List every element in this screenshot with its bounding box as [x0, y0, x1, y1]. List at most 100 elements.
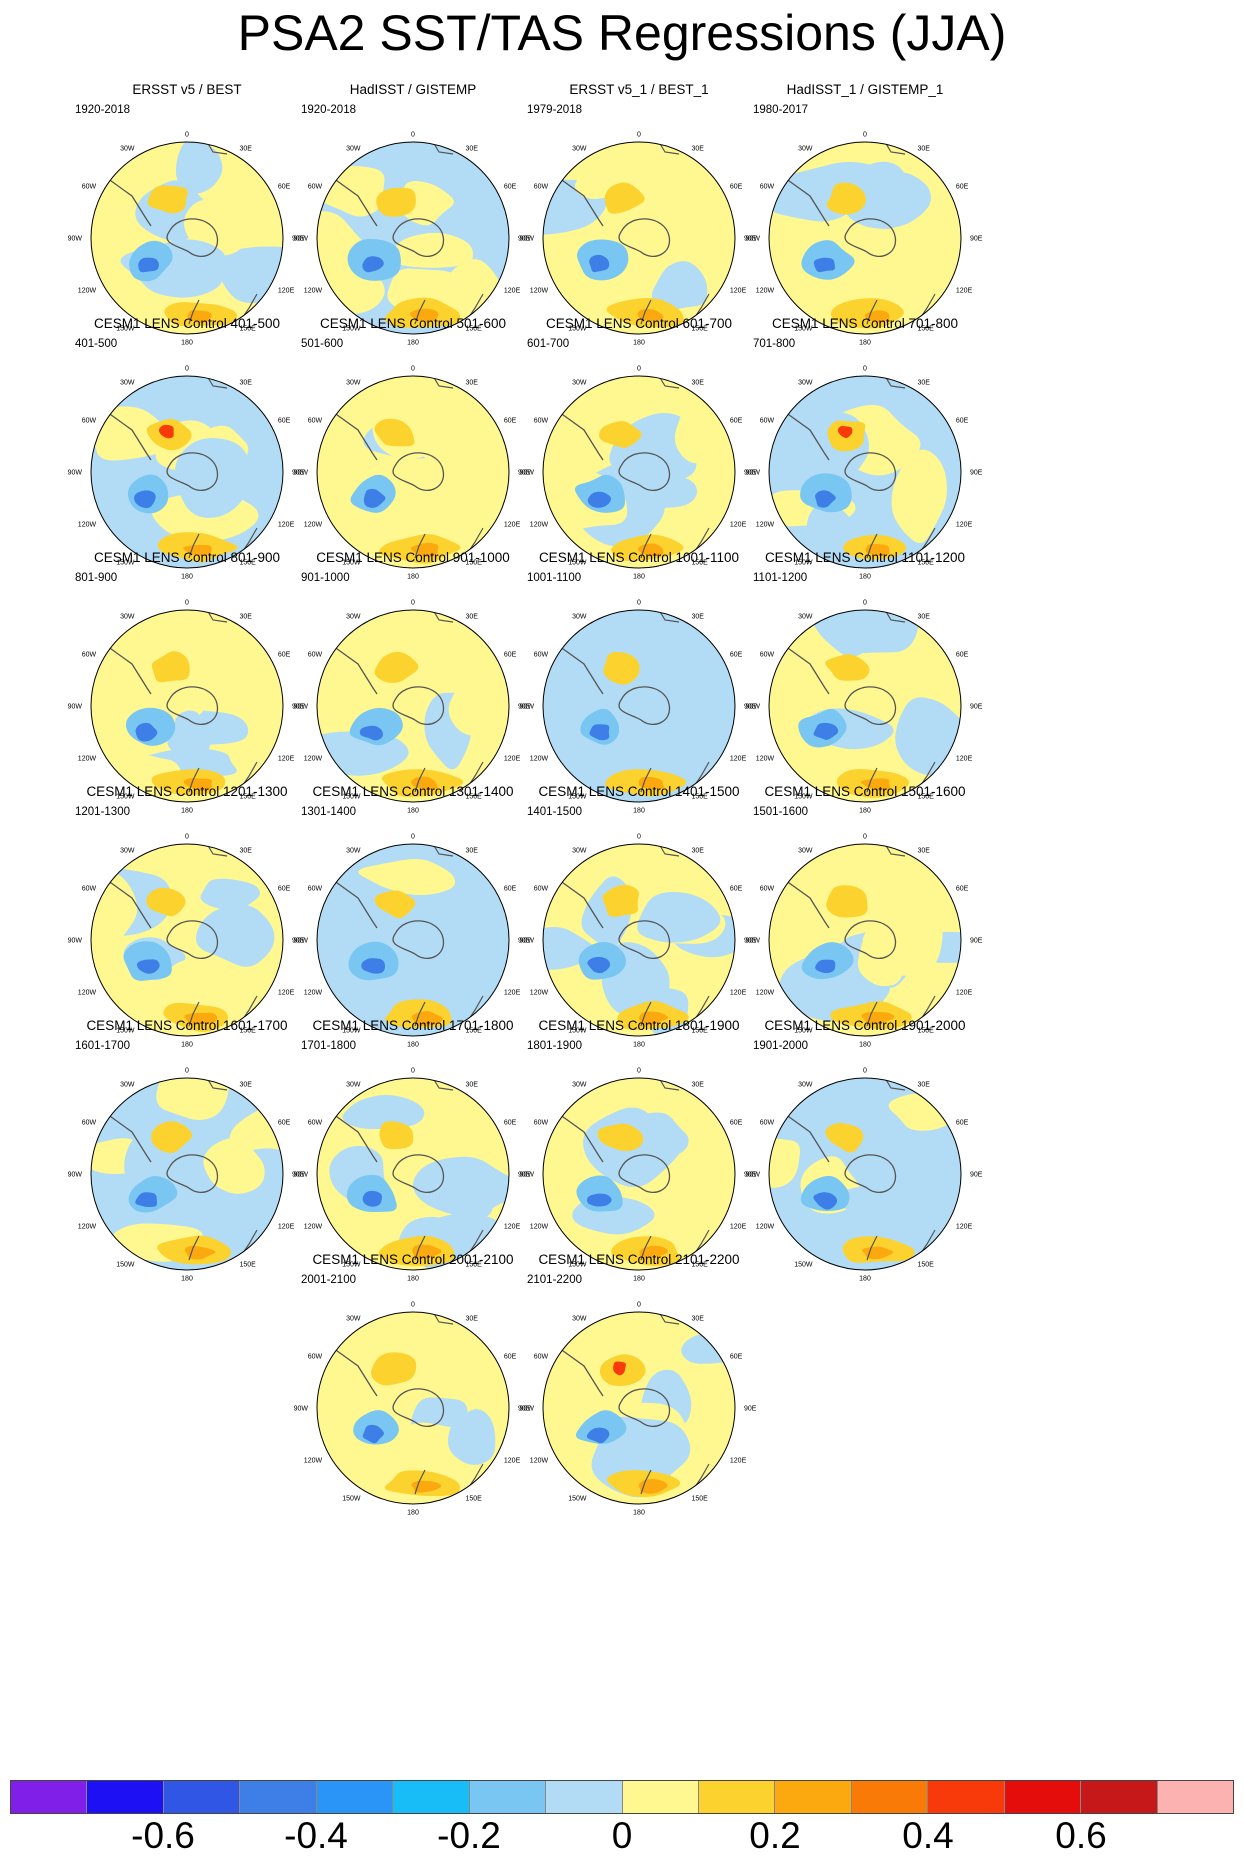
colorbar-box — [240, 1781, 317, 1813]
polar-map: 0 30E 60E 90E 120E 150E 180 150W 120W 90W 60W 30W — [294, 132, 531, 347]
new-zealand-coastline — [414, 533, 426, 559]
new-zealand-coastline — [866, 1001, 878, 1027]
anomaly-contour — [638, 1478, 668, 1494]
antarctica-coastline — [844, 218, 897, 257]
longitude-label: 150W — [568, 560, 587, 567]
map-border — [542, 609, 736, 803]
new-zealand-coastline — [188, 1001, 200, 1027]
longitude-label: 30W — [120, 145, 135, 152]
anomaly-contour — [411, 776, 438, 790]
longitude-label: 0 — [637, 834, 641, 841]
longitude-label: 150E — [692, 1262, 709, 1269]
panel-title: CESM1 LENS Control 1801-1900 — [538, 1018, 740, 1033]
south-america-coastline — [106, 879, 152, 929]
colorbar-box — [11, 1781, 88, 1813]
longitude-label: 30E — [466, 847, 479, 854]
map-panel: ERSST v5 / BEST 0 30E 60E 90E 120E 150E 180 150W… — [53, 82, 321, 360]
anomaly-contour — [317, 211, 373, 296]
anomaly-contour — [769, 1138, 801, 1188]
map-panel: CESM1 LENS Control 1801-1900 0 30E 60E 90E 12… — [505, 1018, 773, 1296]
panel-period: 1901-2000 — [753, 1040, 808, 1052]
anomaly-contour — [379, 1121, 414, 1150]
longitude-label: 180 — [407, 574, 419, 581]
anomaly-contour — [597, 1123, 644, 1152]
new-zealand-coastline — [866, 1235, 878, 1261]
longitude-label: 30E — [692, 379, 705, 386]
longitude-label: 150E — [466, 326, 483, 333]
longitude-label: 90W — [294, 704, 309, 711]
longitude-label: 150E — [466, 1262, 483, 1269]
panel-period: 801-900 — [75, 572, 118, 584]
longitude-label: 150E — [240, 794, 257, 801]
longitude-label: 0 — [185, 600, 189, 607]
longitude-label: 30W — [120, 1081, 135, 1088]
panel-title: HadISST / GISTEMP — [349, 82, 477, 97]
africa-coastline — [658, 1078, 680, 1091]
antarctica-coastline — [166, 218, 219, 257]
longitude-label: 30W — [346, 1081, 361, 1088]
longitude-label: 90W — [746, 236, 761, 243]
polar-map: 0 30E 60E 90E 120E 150E 180 150W 120W 90W 60W 30W — [68, 132, 305, 347]
longitude-label: 180 — [181, 1276, 193, 1283]
polar-map: 0 30E 60E 90E 120E 150E 180 150W 120W 90W 60W 30W — [294, 1068, 531, 1283]
longitude-label: 150W — [794, 326, 813, 333]
south-america-coastline — [332, 1347, 378, 1397]
longitude-label: 120E — [730, 990, 747, 997]
longitude-label: 90E — [744, 470, 757, 477]
longitude-label: 0 — [185, 834, 189, 841]
map-panel: CESM1 LENS Control 601-700 0 30E 60E 90E 120E… — [505, 316, 773, 594]
longitude-label: 60W — [308, 886, 323, 893]
polar-map: 0 30E 60E 90E 120E 150E 180 150W 120W 90W 60W 30W — [294, 1302, 531, 1517]
panel-title: CESM1 LENS Control 701-800 — [771, 316, 959, 331]
polar-map: 0 30E 60E 90E 120E 150E 180 150W 120W 90W 60W 30W — [68, 834, 305, 1049]
longitude-label: 120W — [530, 756, 549, 763]
longitude-label: 90W — [746, 704, 761, 711]
longitude-label: 60W — [534, 1120, 549, 1127]
longitude-label: 150E — [692, 1028, 709, 1035]
longitude-label: 150W — [794, 1028, 813, 1035]
anomaly-contour — [815, 490, 836, 508]
new-zealand-coastline — [866, 299, 878, 325]
longitude-label: 180 — [859, 1276, 871, 1283]
panel-title: CESM1 LENS Control 801-900 — [93, 550, 281, 565]
longitude-label: 30E — [918, 613, 931, 620]
field-layer — [317, 844, 509, 1036]
longitude-label: 30W — [798, 1081, 813, 1088]
anomaly-contour — [448, 671, 509, 737]
longitude-label: 180 — [859, 1042, 871, 1049]
longitude-label: 120W — [78, 522, 97, 529]
anomaly-contour — [362, 1424, 384, 1444]
longitude-label: 150W — [116, 1262, 135, 1269]
panel-period: 2001-2100 — [301, 1274, 356, 1286]
longitude-label: 0 — [411, 132, 415, 139]
anomaly-contour — [587, 491, 612, 508]
anomaly-contour — [412, 1156, 509, 1216]
longitude-label: 90E — [970, 938, 983, 945]
longitude-label: 30E — [918, 145, 931, 152]
new-zealand-coastline — [188, 299, 200, 325]
map-border — [542, 1311, 736, 1505]
map-panel: ERSST v5_1 / BEST_1 0 30E 60E 90E 120E 150E 180… — [505, 82, 773, 360]
panel-period: 701-800 — [753, 338, 796, 350]
longitude-label: 180 — [407, 1042, 419, 1049]
new-zealand-coastline — [640, 299, 652, 325]
south-america-coastline — [784, 177, 830, 227]
panel-title: CESM1 LENS Control 1001-1100 — [538, 550, 740, 565]
anomaly-contour — [167, 710, 211, 756]
anomaly-contour — [637, 308, 664, 321]
longitude-label: 120W — [530, 1458, 549, 1465]
panel-title: CESM1 LENS Control 601-700 — [545, 316, 733, 331]
panel-title: CESM1 LENS Control 1501-1600 — [764, 784, 966, 799]
panel-period: 1601-1700 — [75, 1040, 130, 1052]
longitude-label: 120W — [304, 1224, 323, 1231]
longitude-label: 120E — [504, 522, 521, 529]
polar-map: 0 30E 60E 90E 120E 150E 180 150W 120W 90W 60W 30W — [68, 1068, 305, 1283]
anomaly-contour — [374, 418, 415, 447]
polar-map: 0 30E 60E 90E 120E 150E 180 150W 120W 90W 60W 30W — [68, 366, 305, 581]
anomaly-contour — [382, 232, 474, 268]
map-panel: CESM1 LENS Control 1001-1100 0 30E 60E 90E 12… — [505, 550, 773, 828]
africa-coastline — [206, 376, 228, 389]
longitude-label: 180 — [181, 808, 193, 815]
longitude-label: 90E — [744, 236, 757, 243]
africa-coastline — [432, 1312, 454, 1325]
